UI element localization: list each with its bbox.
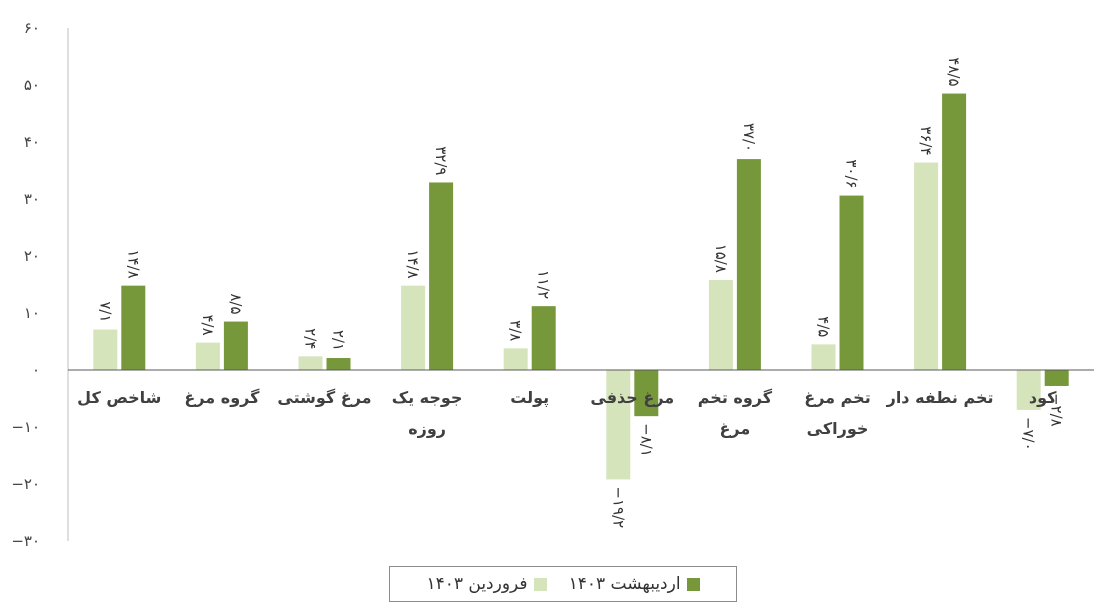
data-label-series-2: ۳۷/۰ xyxy=(740,123,758,152)
data-label-series-2: −۸/۱ xyxy=(637,423,655,457)
data-label-series-1: ۳/۸ xyxy=(507,320,525,341)
data-label-series-2: ۲/۱ xyxy=(330,330,348,351)
data-label-series-1: ۷/۱ xyxy=(96,301,114,322)
bar-series-2 xyxy=(942,93,967,371)
bar-series-1 xyxy=(93,329,118,370)
bar-series-2 xyxy=(736,159,761,370)
data-label-series-1: −۱۹/۲ xyxy=(609,486,627,528)
legend: اردیبهشت ۱۴۰۳ فروردین ۱۴۰۳ xyxy=(389,566,737,602)
y-tick-label: ۰ xyxy=(32,361,40,379)
data-label-series-1: ۱۴/۸ xyxy=(404,249,422,278)
bar-series-1 xyxy=(811,344,836,370)
legend-swatch-series-2 xyxy=(686,577,700,591)
y-tick-label: −۱۰ xyxy=(11,418,40,436)
bar-series-1 xyxy=(606,370,631,480)
y-tick-label: ۴۰ xyxy=(24,133,40,151)
bar-series-2 xyxy=(839,195,864,370)
legend-label-series-2: اردیبهشت ۱۴۰۳ xyxy=(568,574,681,594)
bar-series-1 xyxy=(1016,370,1041,410)
legend-label-series-1: فروردین ۱۴۰۳ xyxy=(426,574,528,594)
legend-item-series-2: اردیبهشت ۱۴۰۳ xyxy=(569,574,700,594)
category-label: مرغ حذفی xyxy=(590,388,674,407)
bar-series-2 xyxy=(326,358,351,370)
data-label-series-1: ۴/۵ xyxy=(815,316,833,337)
y-tick-label: ۳۰ xyxy=(24,190,40,208)
bar-series-2 xyxy=(634,370,659,417)
category-label: تخم مرغ xyxy=(804,388,870,407)
category-label: گروه تخم xyxy=(698,388,773,407)
y-tick-label: ۵۰ xyxy=(24,76,40,94)
data-label-series-2: ۳۲/۹ xyxy=(432,146,450,175)
data-label-series-2: ۳۰/۶ xyxy=(843,159,861,188)
data-label-series-2: ۴۸/۵ xyxy=(945,57,963,86)
bar-series-2 xyxy=(223,321,248,370)
data-label-series-2: ۸/۵ xyxy=(227,293,245,314)
bar-series-1 xyxy=(401,285,426,370)
bar-chart: ۶۰ ۵۰ ۴۰ ۳۰ ۲۰ ۱۰ ۰ −۱۰ −۲۰ −۳۰ شاخص کل گروه مرغ مرغ… xyxy=(11,19,1094,550)
y-tick-label: ۲۰ xyxy=(24,247,40,265)
category-label: کود xyxy=(1029,388,1057,407)
data-label-series-1: ۳۶/۴ xyxy=(917,126,935,155)
bar-series-1 xyxy=(503,348,528,370)
category-label: گروه مرغ xyxy=(184,388,260,407)
data-label-series-2: ۱۱/۲ xyxy=(535,270,553,299)
category-label: شاخص کل xyxy=(77,388,161,407)
category-label: مرغ گوشتی xyxy=(277,388,371,407)
bar-series-2 xyxy=(1044,370,1069,386)
data-label-series-1: ۴/۸ xyxy=(199,314,217,335)
category-label: خوراکی xyxy=(807,419,869,438)
bar-series-1 xyxy=(298,356,323,370)
y-tick-label: ۶۰ xyxy=(24,19,40,37)
bar-series-2 xyxy=(429,182,454,370)
legend-swatch-series-1 xyxy=(533,577,547,591)
category-label: پولت xyxy=(510,388,549,408)
category-label: جوجه یک xyxy=(392,388,463,407)
category-label: مرغ xyxy=(720,419,751,438)
y-tick-label: −۳۰ xyxy=(11,532,40,550)
bar-series-1 xyxy=(708,279,733,370)
category-label: روزه xyxy=(408,419,446,438)
y-tick-label: −۲۰ xyxy=(11,475,40,493)
bar-series-1 xyxy=(195,342,220,370)
y-tick-label: ۱۰ xyxy=(24,304,40,322)
data-label-series-2: ۱۴/۸ xyxy=(124,249,142,278)
data-label-series-1: ۲/۴ xyxy=(302,328,320,349)
bar-series-1 xyxy=(914,162,939,370)
data-label-series-1: −۷/۰ xyxy=(1020,417,1038,451)
data-label-series-1: ۱۵/۸ xyxy=(712,244,730,273)
category-label: تخم نطفه دار xyxy=(886,388,994,407)
legend-item-series-1: فروردین ۱۴۰۳ xyxy=(426,574,547,594)
data-label-series-2: −۲/۸ xyxy=(1048,393,1066,427)
bar-series-2 xyxy=(531,306,556,370)
bar-series-2 xyxy=(121,285,146,370)
